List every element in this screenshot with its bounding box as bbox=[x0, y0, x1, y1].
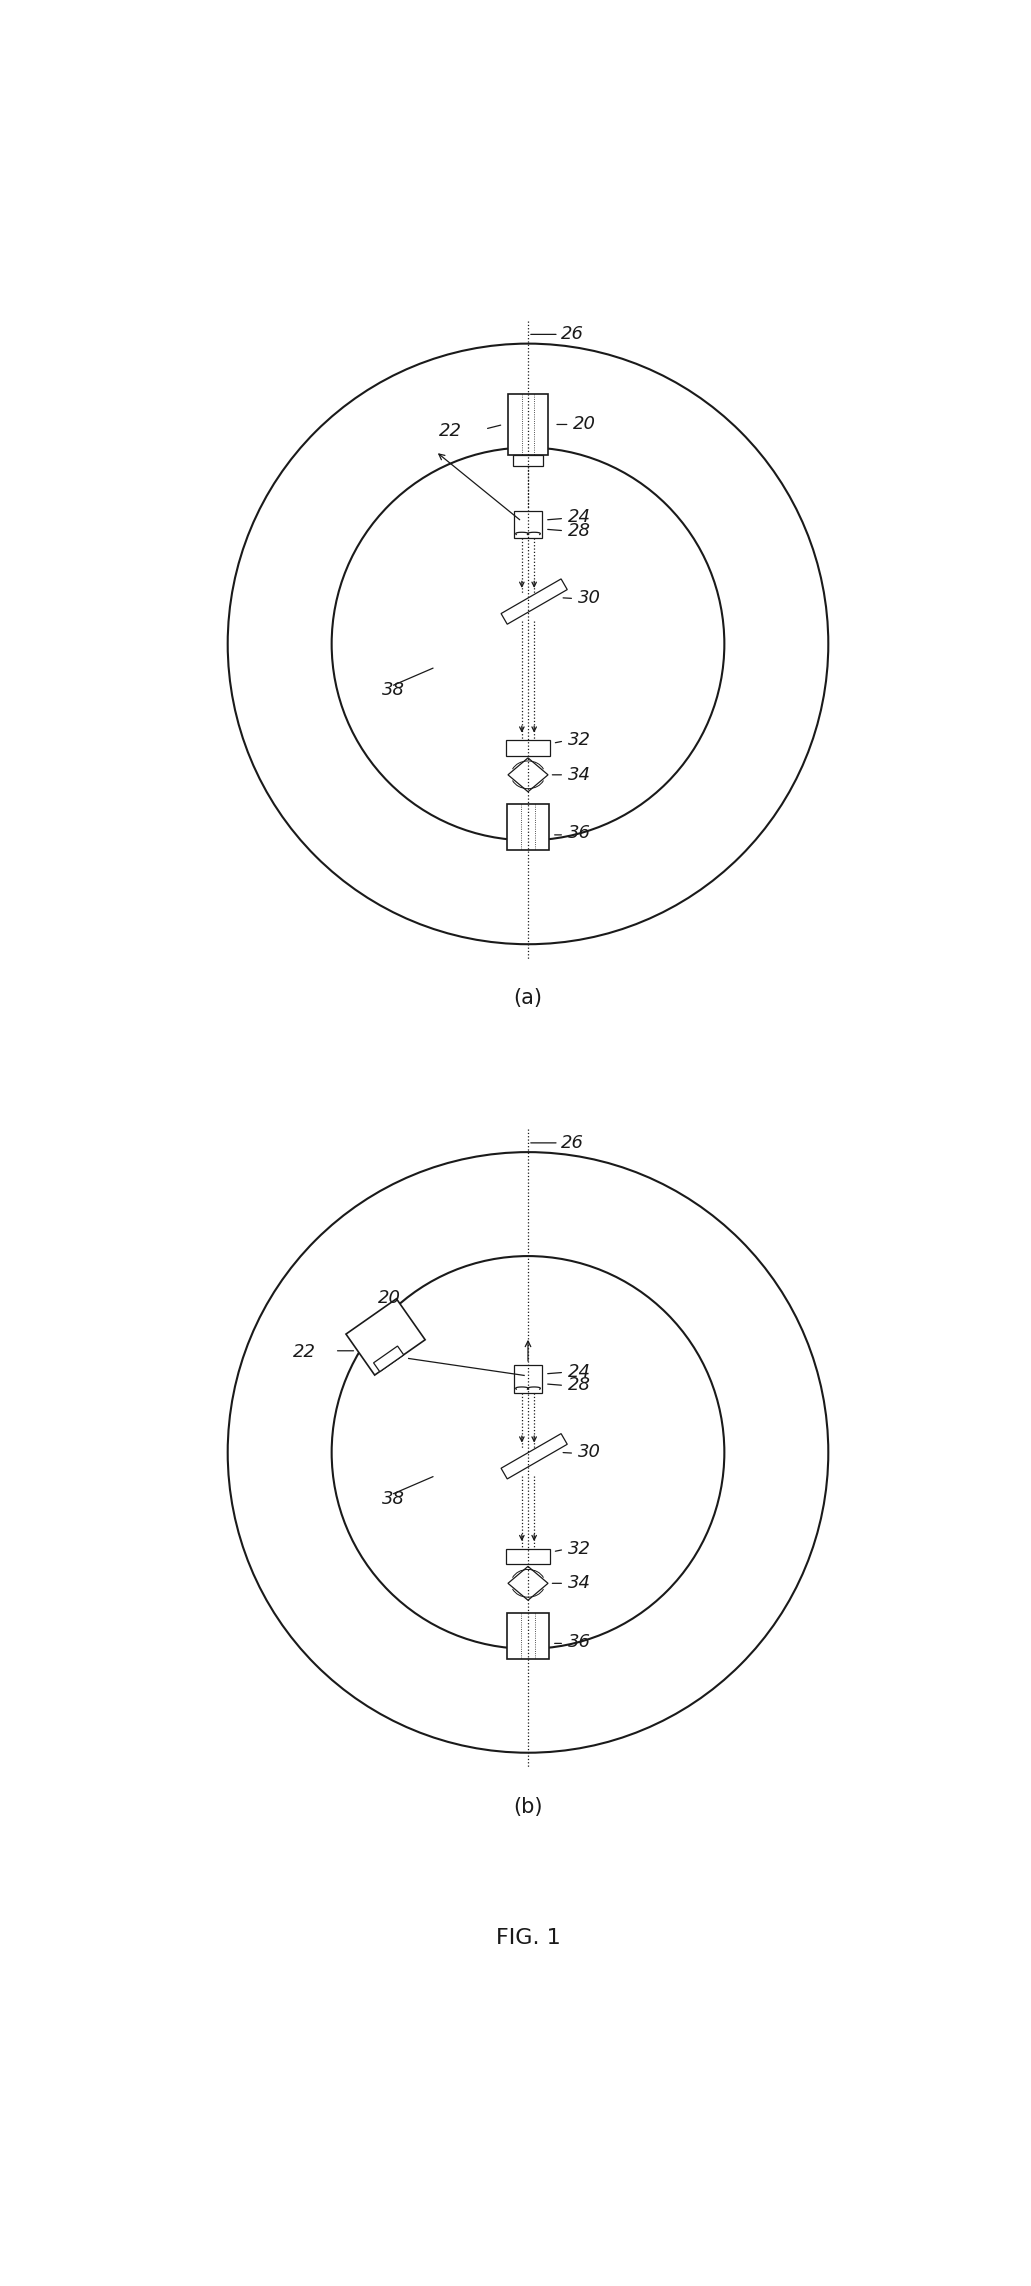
Text: 26: 26 bbox=[561, 325, 585, 343]
Text: (a): (a) bbox=[513, 988, 542, 1008]
Text: 32: 32 bbox=[568, 1541, 591, 1557]
Bar bbox=[507, 805, 548, 850]
Text: 28: 28 bbox=[568, 1376, 591, 1394]
Text: 24: 24 bbox=[568, 1362, 591, 1381]
Text: 38: 38 bbox=[381, 1490, 405, 1509]
Text: 32: 32 bbox=[568, 732, 591, 750]
Polygon shape bbox=[501, 578, 567, 624]
Text: 22: 22 bbox=[439, 421, 462, 439]
Text: 22: 22 bbox=[293, 1344, 317, 1362]
Polygon shape bbox=[501, 1433, 567, 1479]
Bar bbox=[506, 1548, 550, 1564]
Text: 24: 24 bbox=[568, 507, 591, 526]
Bar bbox=[508, 393, 548, 455]
Text: 36: 36 bbox=[568, 1632, 591, 1650]
Polygon shape bbox=[373, 1346, 404, 1372]
Text: 20: 20 bbox=[572, 416, 596, 434]
Polygon shape bbox=[508, 1566, 548, 1600]
Text: 34: 34 bbox=[568, 766, 591, 784]
Text: 20: 20 bbox=[377, 1289, 401, 1308]
Text: 38: 38 bbox=[381, 681, 405, 700]
Bar bbox=[507, 1612, 548, 1660]
Text: 36: 36 bbox=[568, 825, 591, 841]
Bar bbox=[514, 510, 542, 539]
Text: 28: 28 bbox=[568, 521, 591, 539]
Bar bbox=[514, 1365, 542, 1392]
Bar bbox=[513, 455, 542, 466]
Text: 26: 26 bbox=[561, 1134, 585, 1152]
Text: 30: 30 bbox=[578, 1442, 601, 1461]
Polygon shape bbox=[346, 1298, 425, 1376]
Text: FIG. 1: FIG. 1 bbox=[496, 1927, 561, 1948]
Polygon shape bbox=[508, 759, 548, 791]
Text: 34: 34 bbox=[568, 1575, 591, 1593]
Text: 30: 30 bbox=[578, 590, 601, 606]
Bar bbox=[506, 741, 550, 757]
Text: (b): (b) bbox=[513, 1797, 542, 1817]
